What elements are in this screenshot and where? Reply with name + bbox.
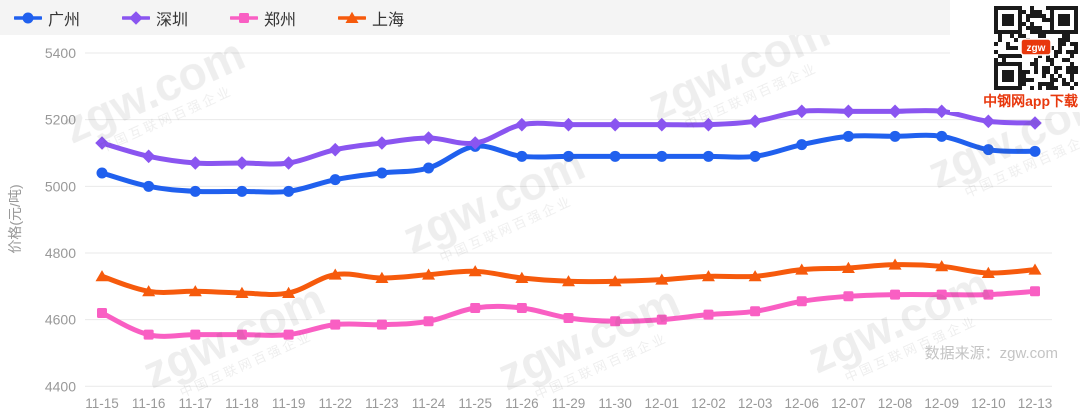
- y-tick-label: 5400: [45, 45, 76, 61]
- x-tick-label: 12-01: [645, 396, 680, 411]
- x-tick-label: 12-03: [738, 396, 773, 411]
- legend-marker-icon: [122, 10, 151, 25]
- x-tick-label: 11-26: [505, 396, 539, 411]
- x-tick-label: 11-30: [598, 396, 632, 411]
- legend-item-2[interactable]: 郑州: [230, 6, 296, 30]
- x-tick-label: 12-10: [971, 396, 1006, 411]
- x-tick-label: 12-02: [691, 396, 726, 411]
- y-axis-title: 价格(元/吨): [7, 184, 23, 253]
- legend-item-0[interactable]: 广州: [14, 6, 80, 30]
- x-tick-label: 12-09: [924, 396, 959, 411]
- y-axis-tick-labels: 4400 4600 4800 5000 5200 5400: [45, 45, 76, 394]
- legend-item-1[interactable]: 深圳: [122, 6, 188, 30]
- legend-item-label: 上海: [372, 11, 405, 29]
- legend-item-label: 广州: [48, 11, 81, 29]
- x-tick-label: 11-22: [318, 396, 352, 411]
- qr-block: zgw 中钢网app下载: [950, 0, 1080, 112]
- x-tick-label: 11-18: [225, 396, 259, 411]
- series-2-line: [97, 286, 1040, 340]
- series-0-markers: [96, 130, 1041, 197]
- data-source-note: 数据来源：zgw.com: [924, 345, 1058, 362]
- y-tick-label: 4600: [45, 312, 76, 328]
- legend-marker-icon: [230, 12, 259, 23]
- legend-marker-icon: [14, 12, 42, 23]
- series-3-markers: [95, 258, 1042, 298]
- x-tick-label: 11-29: [552, 396, 586, 411]
- legend-item-3[interactable]: 上海: [338, 6, 404, 30]
- x-tick-label: 11-19: [272, 396, 306, 411]
- x-tick-label: 11-24: [412, 396, 446, 411]
- x-tick-label: 11-23: [365, 396, 399, 411]
- y-tick-label: 4400: [45, 378, 76, 394]
- x-axis-tick-labels: 11-15 11-16 11-17 11-18 11-19 11-22 11-23 11-24…: [85, 396, 1052, 411]
- qr-caption: 中钢网app下载: [983, 93, 1078, 109]
- legend-item-label: 深圳: [156, 11, 189, 29]
- series-2-markers: [97, 286, 1040, 340]
- qr-badge-text: zgw: [1027, 43, 1046, 54]
- qr-code-image: zgw: [994, 6, 1078, 90]
- x-tick-label: 12-06: [784, 396, 819, 411]
- series-0-line: [96, 130, 1041, 197]
- y-tick-label: 5000: [45, 178, 76, 194]
- x-tick-label: 12-08: [878, 396, 913, 411]
- x-tick-label: 11-16: [132, 396, 166, 411]
- x-tick-label: 11-15: [85, 396, 119, 411]
- y-tick-label: 5200: [45, 112, 76, 128]
- legend: 广州 深圳 郑州 上海: [0, 0, 952, 35]
- x-tick-label: 11-17: [179, 396, 213, 411]
- x-tick-label: 11-25: [458, 396, 492, 411]
- x-tick-label: 12-07: [831, 396, 866, 411]
- legend-marker-icon: [338, 11, 367, 23]
- x-tick-label: 12-13: [1018, 396, 1053, 411]
- series-3-line: [95, 258, 1042, 298]
- y-tick-label: 4800: [45, 245, 76, 261]
- legend-item-label: 郑州: [264, 11, 297, 29]
